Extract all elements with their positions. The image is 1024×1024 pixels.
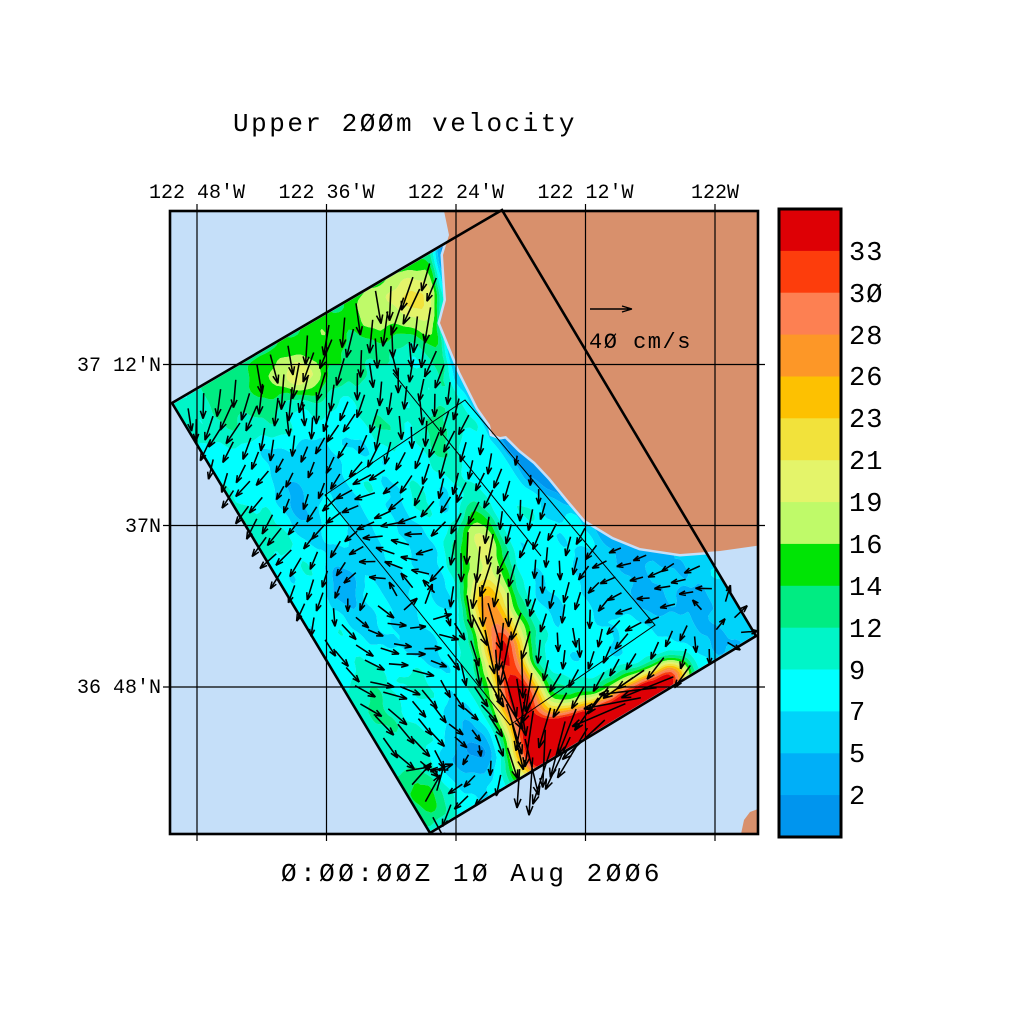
svg-text:9: 9 bbox=[849, 658, 866, 688]
svg-text:122 12'W: 122 12'W bbox=[537, 182, 633, 205]
svg-text:12: 12 bbox=[849, 616, 883, 646]
svg-text:23: 23 bbox=[849, 406, 883, 436]
svg-text:37N: 37N bbox=[125, 516, 161, 539]
svg-text:5: 5 bbox=[849, 741, 866, 771]
svg-text:36 48'N: 36 48'N bbox=[77, 677, 161, 700]
svg-text:26: 26 bbox=[849, 364, 883, 394]
svg-text:122 24'W: 122 24'W bbox=[408, 182, 504, 205]
svg-text:Upper 2ØØm velocity: Upper 2ØØm velocity bbox=[233, 109, 577, 139]
svg-text:28: 28 bbox=[849, 323, 883, 353]
svg-text:Ø:ØØ:ØØZ 1Ø Aug 2ØØ6: Ø:ØØ:ØØZ 1Ø Aug 2ØØ6 bbox=[281, 859, 663, 889]
svg-text:122 36'W: 122 36'W bbox=[278, 182, 374, 205]
svg-text:2: 2 bbox=[849, 783, 866, 813]
svg-text:37 12'N: 37 12'N bbox=[77, 355, 161, 378]
svg-text:14: 14 bbox=[849, 574, 883, 604]
svg-text:4Ø cm/s: 4Ø cm/s bbox=[589, 330, 692, 355]
svg-text:3Ø: 3Ø bbox=[849, 281, 883, 311]
svg-text:122W: 122W bbox=[691, 182, 739, 205]
svg-text:7: 7 bbox=[849, 699, 866, 729]
svg-text:16: 16 bbox=[849, 532, 883, 562]
svg-text:122 48'W: 122 48'W bbox=[149, 182, 245, 205]
svg-text:33: 33 bbox=[849, 239, 883, 269]
svg-text:19: 19 bbox=[849, 490, 883, 520]
svg-text:21: 21 bbox=[849, 448, 883, 478]
